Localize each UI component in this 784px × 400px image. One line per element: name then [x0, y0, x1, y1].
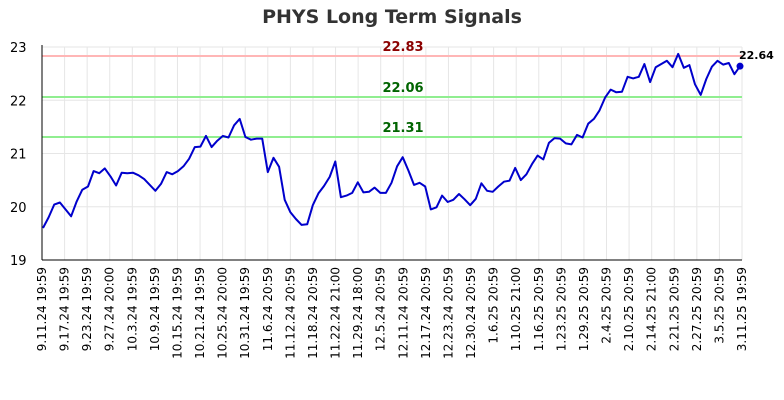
x-tick-label: 12.5.24 20:59 — [374, 267, 388, 351]
x-tick-label: 10.21.24 19:59 — [193, 267, 207, 359]
x-tick-label: 9.17.24 19:59 — [58, 267, 72, 351]
y-tick-label: 22 — [10, 94, 27, 109]
x-tick-label: 2.27.25 20:59 — [690, 267, 704, 351]
x-tick-label: 12.17.24 20:59 — [419, 267, 433, 359]
x-tick-label: 2.10.25 20:59 — [622, 267, 636, 351]
signal-level-label: 22.06 — [382, 81, 423, 96]
x-tick-label: 1.16.25 20:59 — [532, 267, 546, 351]
x-tick-label: 12.11.24 20:59 — [396, 267, 410, 359]
last-price-label: 22.64 — [739, 49, 774, 62]
y-tick-label: 23 — [10, 41, 27, 56]
x-tick-label: 3.5.25 20:59 — [712, 267, 726, 344]
axes — [41, 45, 742, 261]
x-tick-label: 11.12.24 20:59 — [283, 267, 297, 359]
x-tick-label: 10.15.24 19:59 — [170, 267, 184, 359]
x-tick-label: 1.29.25 20:59 — [577, 267, 591, 351]
x-tick-label: 9.27.24 20:00 — [103, 267, 117, 351]
x-tick-label: 11.29.24 18:00 — [351, 267, 365, 359]
y-tick-label: 20 — [10, 201, 27, 216]
chart-title: PHYS Long Term Signals — [262, 6, 522, 28]
x-tick-label: 10.31.24 19:59 — [238, 267, 252, 359]
x-tick-label: 2.21.25 20:59 — [667, 267, 681, 351]
x-tick-label: 11.6.24 20:59 — [261, 267, 275, 351]
signal-level-label: 21.31 — [382, 121, 423, 136]
x-tick-label: 11.22.24 21:00 — [329, 267, 343, 359]
y-tick-label: 21 — [10, 148, 27, 163]
tick-labels: 19 20 21 22 23 9.11.24 19:59 9.17.24 19:59 9.23… — [10, 41, 749, 359]
signal-levels: 22.83 22.06 21.31 — [42, 40, 742, 138]
grid — [41, 46, 743, 261]
x-tick-label: 10.3.24 19:59 — [125, 267, 139, 351]
x-tick-label: 12.23.24 20:59 — [441, 267, 455, 359]
x-tick-label: 2.4.25 20:59 — [600, 267, 614, 344]
x-tick-label: 10.25.24 20:00 — [216, 267, 230, 359]
series-layer: 22.64 — [42, 49, 774, 229]
x-tick-label: 12.30.24 20:59 — [464, 267, 478, 359]
x-tick-label: 10.9.24 19:59 — [148, 267, 162, 351]
x-tick-label: 1.6.25 20:59 — [487, 267, 501, 344]
x-tick-label: 1.23.25 20:59 — [554, 267, 568, 351]
x-tick-label: 9.23.24 19:59 — [80, 267, 94, 351]
x-tick-label: 9.11.24 19:59 — [35, 267, 49, 351]
price-line — [42, 52, 741, 229]
x-tick-label: 3.11.25 19:59 — [735, 267, 749, 351]
x-tick-label: 11.18.24 20:59 — [306, 267, 320, 359]
x-tick-label: 2.14.25 21:00 — [645, 267, 659, 351]
y-tick-label: 19 — [10, 254, 27, 269]
last-price-marker — [736, 62, 744, 70]
signal-level-label: 22.83 — [382, 40, 423, 55]
x-tick-label: 1.10.25 21:00 — [509, 267, 523, 351]
